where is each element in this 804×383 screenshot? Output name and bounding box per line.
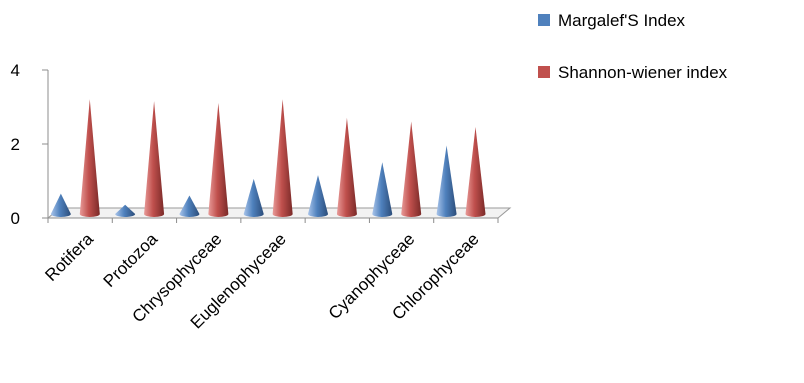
legend: Margalef'S Index Shannon-wiener index <box>538 11 728 82</box>
plot-area <box>50 99 486 217</box>
cone-margalef-6 <box>372 162 393 217</box>
x-axis-categories: Rotifera ProtozoaChrysophyceaeEuglenophyc… <box>41 218 499 332</box>
cone-margalef-3 <box>179 195 200 217</box>
legend-label: Shannon-wiener index <box>558 63 728 82</box>
cone-margalef-4 <box>243 178 264 217</box>
cone-shannon-2 <box>144 101 165 217</box>
y-tick-label: 4 <box>11 61 20 80</box>
cone-shannon-4 <box>272 99 293 217</box>
y-tick-label: 0 <box>11 209 20 228</box>
cone-shannon-1 <box>79 99 100 217</box>
cone-shannon-6 <box>401 121 422 217</box>
cone-shannon-5 <box>336 117 357 217</box>
cone-shannon-3 <box>208 103 229 217</box>
cone-shannon-7 <box>465 127 486 217</box>
legend-swatch <box>538 66 550 78</box>
legend-label: Margalef'S Index <box>558 11 686 30</box>
y-axis-ticks: 0 2 4 <box>11 61 48 228</box>
cone-margalef-2 <box>115 204 136 217</box>
y-tick-label: 2 <box>11 135 20 154</box>
category-label-rotifera: Rotifera <box>41 229 97 285</box>
category-label-protozoa: Protozoa <box>100 229 162 291</box>
cone-margalef-1 <box>50 193 71 217</box>
legend-swatch <box>538 14 550 26</box>
cone-margalef-7 <box>436 145 457 217</box>
cone-margalef-5 <box>308 175 328 217</box>
